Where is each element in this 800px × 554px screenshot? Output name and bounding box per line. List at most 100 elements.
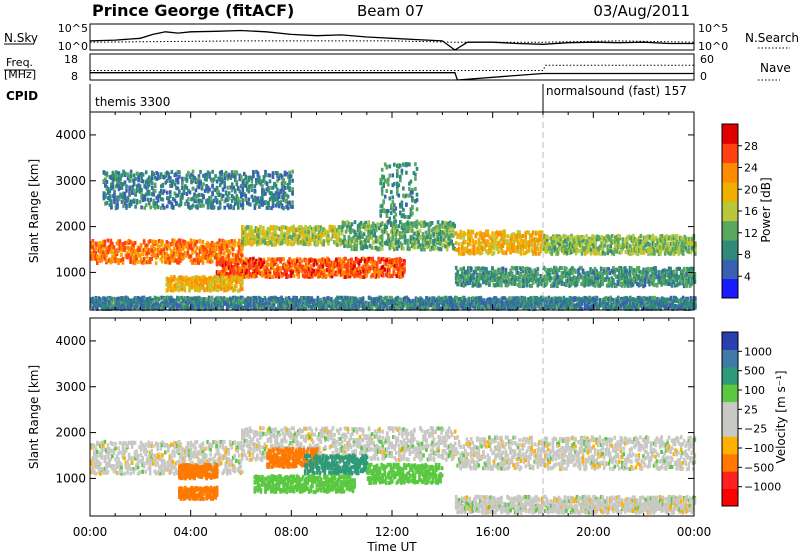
echo-cell	[433, 226, 437, 231]
echo-cell	[131, 199, 134, 204]
echo-cell	[114, 177, 118, 182]
echo-cell	[192, 277, 196, 282]
echo-cell	[461, 233, 464, 238]
echo-cell	[544, 237, 548, 242]
echo-cell	[583, 278, 586, 283]
echo-cell	[438, 247, 441, 252]
echo-cell	[171, 238, 175, 243]
echo-cell	[504, 275, 508, 280]
echo-cell	[522, 239, 526, 244]
echo-cell	[313, 227, 317, 232]
echo-cell	[385, 257, 388, 262]
echo-cell	[144, 247, 147, 252]
echo-cell	[370, 245, 373, 250]
echo-region-4	[543, 233, 697, 257]
echo-cell	[129, 169, 133, 174]
echo-cell	[512, 239, 515, 244]
echo-cell	[445, 247, 449, 252]
echo-cell	[634, 273, 638, 278]
echo-cell	[228, 244, 232, 248]
echo-cell	[140, 188, 143, 193]
echo-cell	[571, 248, 575, 253]
echo-cell	[179, 242, 182, 247]
echo-cell	[194, 260, 197, 265]
echo-cell	[689, 266, 692, 271]
echo-cell	[245, 234, 249, 239]
echo-cell	[327, 272, 331, 277]
echo-cell	[332, 268, 335, 273]
echo-cell	[385, 225, 389, 230]
echo-cell	[467, 272, 470, 277]
echo-cell	[122, 191, 125, 196]
echo-cell	[368, 231, 372, 235]
echo-cell	[645, 272, 648, 277]
echo-cell	[467, 269, 470, 274]
echo-cell	[252, 272, 255, 277]
echo-cell	[105, 180, 109, 184]
echo-cell	[684, 271, 687, 276]
echo-cell	[665, 244, 668, 249]
echo-cell	[283, 262, 287, 267]
echo-cell	[241, 228, 244, 233]
echo-cell	[666, 271, 669, 276]
echo-cell	[102, 244, 105, 249]
echo-cell	[473, 248, 476, 253]
echo-cell	[253, 234, 256, 239]
echo-cell	[268, 273, 272, 278]
echo-cell	[148, 247, 152, 252]
echo-cell	[119, 176, 122, 181]
echo-cell	[572, 279, 576, 284]
echo-cell	[622, 277, 626, 282]
echo-cell	[533, 274, 536, 279]
echo-cell	[94, 251, 98, 255]
echo-cell	[678, 248, 682, 253]
echo-cell	[173, 251, 176, 256]
echo-cell	[340, 230, 344, 235]
echo-cell	[153, 247, 156, 252]
echo-cell	[287, 239, 291, 244]
echo-cell	[197, 254, 200, 259]
echo-cell	[209, 285, 212, 290]
echo-cell	[663, 251, 667, 256]
echo-cell	[289, 267, 293, 272]
freq-panel-frame	[89, 53, 695, 81]
echo-cell	[524, 242, 527, 247]
echo-cell	[671, 248, 674, 253]
echo-cell	[334, 228, 338, 233]
echo-cell	[249, 262, 252, 267]
echo-cell	[568, 283, 571, 288]
echo-cell	[396, 229, 399, 234]
echo-cell	[239, 255, 243, 260]
echo-cell	[551, 270, 555, 275]
echo-cell	[552, 246, 555, 250]
echo-cell	[147, 189, 151, 194]
echo-cell	[329, 274, 332, 279]
echo-cell	[684, 245, 688, 250]
echo-cell	[280, 237, 283, 242]
echo-cell	[409, 240, 413, 245]
echo-cell	[104, 177, 107, 182]
echo-cell	[318, 230, 321, 235]
echo-cell	[248, 240, 252, 245]
echo-cell	[580, 274, 583, 279]
echo-cell	[304, 233, 307, 238]
echo-cell	[125, 188, 128, 193]
echo-cell	[464, 273, 467, 278]
echo-cell	[411, 242, 414, 247]
echo-cell	[639, 278, 642, 283]
echo-cell	[308, 225, 312, 229]
echo-cell	[280, 225, 283, 230]
echo-cell	[362, 269, 365, 274]
echo-cell	[306, 271, 309, 276]
echo-cell	[233, 275, 236, 280]
echo-cell	[581, 268, 585, 273]
echo-cell	[546, 249, 549, 254]
echo-cell	[91, 255, 95, 260]
echo-cell	[117, 171, 121, 176]
echo-cell	[141, 198, 145, 203]
echo-cell	[612, 251, 616, 256]
echo-cell	[421, 224, 425, 229]
echo-cell	[265, 266, 269, 271]
echo-cell	[506, 243, 509, 248]
echo-cell	[274, 259, 278, 263]
